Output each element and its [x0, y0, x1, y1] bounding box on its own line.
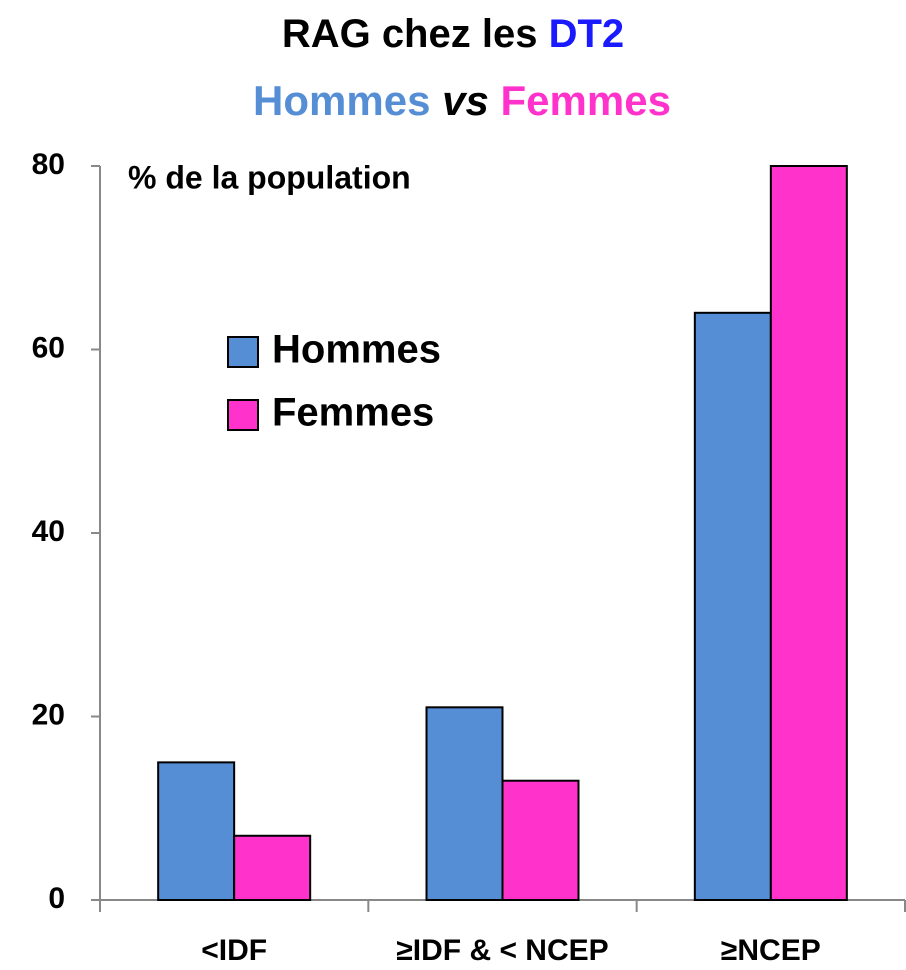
x-tick-label: ≥NCEP: [721, 934, 821, 967]
bar: [693, 311, 772, 901]
legend-label: Femmes: [272, 391, 434, 435]
y-tick-label: 0: [48, 882, 65, 915]
bar: [769, 165, 848, 901]
subtitle-right: Femmes: [501, 77, 671, 124]
legend-label: Hommes: [272, 328, 441, 372]
y-tick-label: 20: [32, 698, 65, 731]
y-tick-label: 80: [32, 148, 65, 181]
legend-swatch: [227, 399, 259, 431]
bar: [501, 779, 580, 901]
chart-title: RAG chez les DT2: [282, 12, 624, 56]
legend-swatch: [227, 336, 259, 368]
x-tick-label: <IDF: [201, 934, 267, 967]
y-tick-label: 60: [32, 331, 65, 364]
bar: [157, 761, 236, 901]
subtitle-middle: vs: [442, 77, 489, 124]
x-tick-label: ≥IDF & < NCEP: [396, 934, 608, 967]
title-highlight: DT2: [549, 12, 625, 56]
title-text: RAG chez les: [282, 12, 538, 56]
subtitle-left: Hommes: [253, 77, 430, 124]
annotation: % de la population: [128, 159, 411, 195]
bar: [425, 706, 504, 902]
chart-subtitle: Hommes vs Femmes: [253, 77, 671, 124]
bar: [233, 834, 312, 902]
y-tick-label: 40: [32, 515, 65, 548]
